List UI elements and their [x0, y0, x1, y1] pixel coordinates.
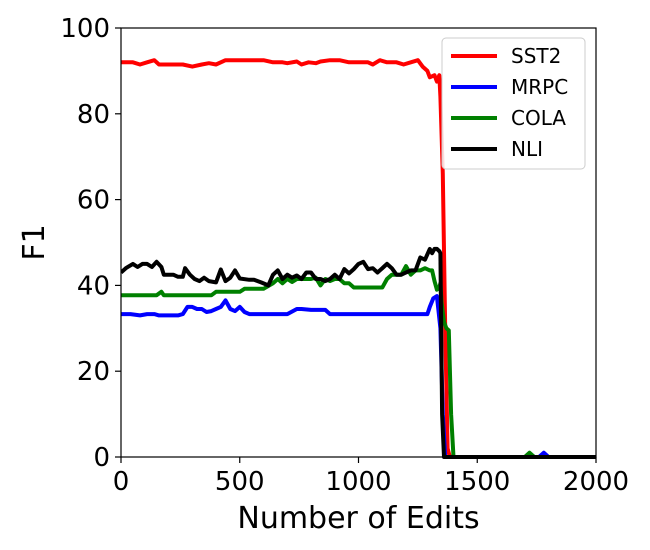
x-tick-label: 2000: [563, 467, 629, 497]
legend-label-sst2: SST2: [511, 44, 561, 68]
y-axis-title: F1: [17, 224, 52, 260]
y-tick-label: 100: [60, 14, 110, 44]
y-tick-label: 80: [77, 100, 110, 130]
x-tick-label: 1500: [444, 467, 510, 497]
x-tick-label: 500: [215, 467, 265, 497]
legend-box: [441, 37, 586, 170]
x-tick-label: 1000: [325, 467, 391, 497]
y-tick-label: 0: [93, 443, 110, 473]
legend-label-mrpc: MRPC: [511, 75, 568, 99]
legend-label-nli: NLI: [511, 137, 543, 161]
y-tick-label: 60: [77, 186, 110, 216]
y-tick-label: 20: [77, 357, 110, 387]
y-axis: 0 20 40 60 80 100: [60, 14, 121, 473]
y-tick-label: 40: [77, 271, 110, 301]
series-layer: [121, 58, 596, 459]
legend: SST2 MRPC COLA NLI: [441, 37, 586, 170]
x-axis-title: Number of Edits: [237, 501, 479, 536]
legend-label-cola: COLA: [511, 106, 566, 130]
series-line-nli: [121, 246, 596, 459]
x-axis: 0 500 1000 1500 2000: [113, 457, 629, 497]
x-tick-label: 0: [113, 467, 130, 497]
series-line-sst2: [121, 58, 596, 459]
